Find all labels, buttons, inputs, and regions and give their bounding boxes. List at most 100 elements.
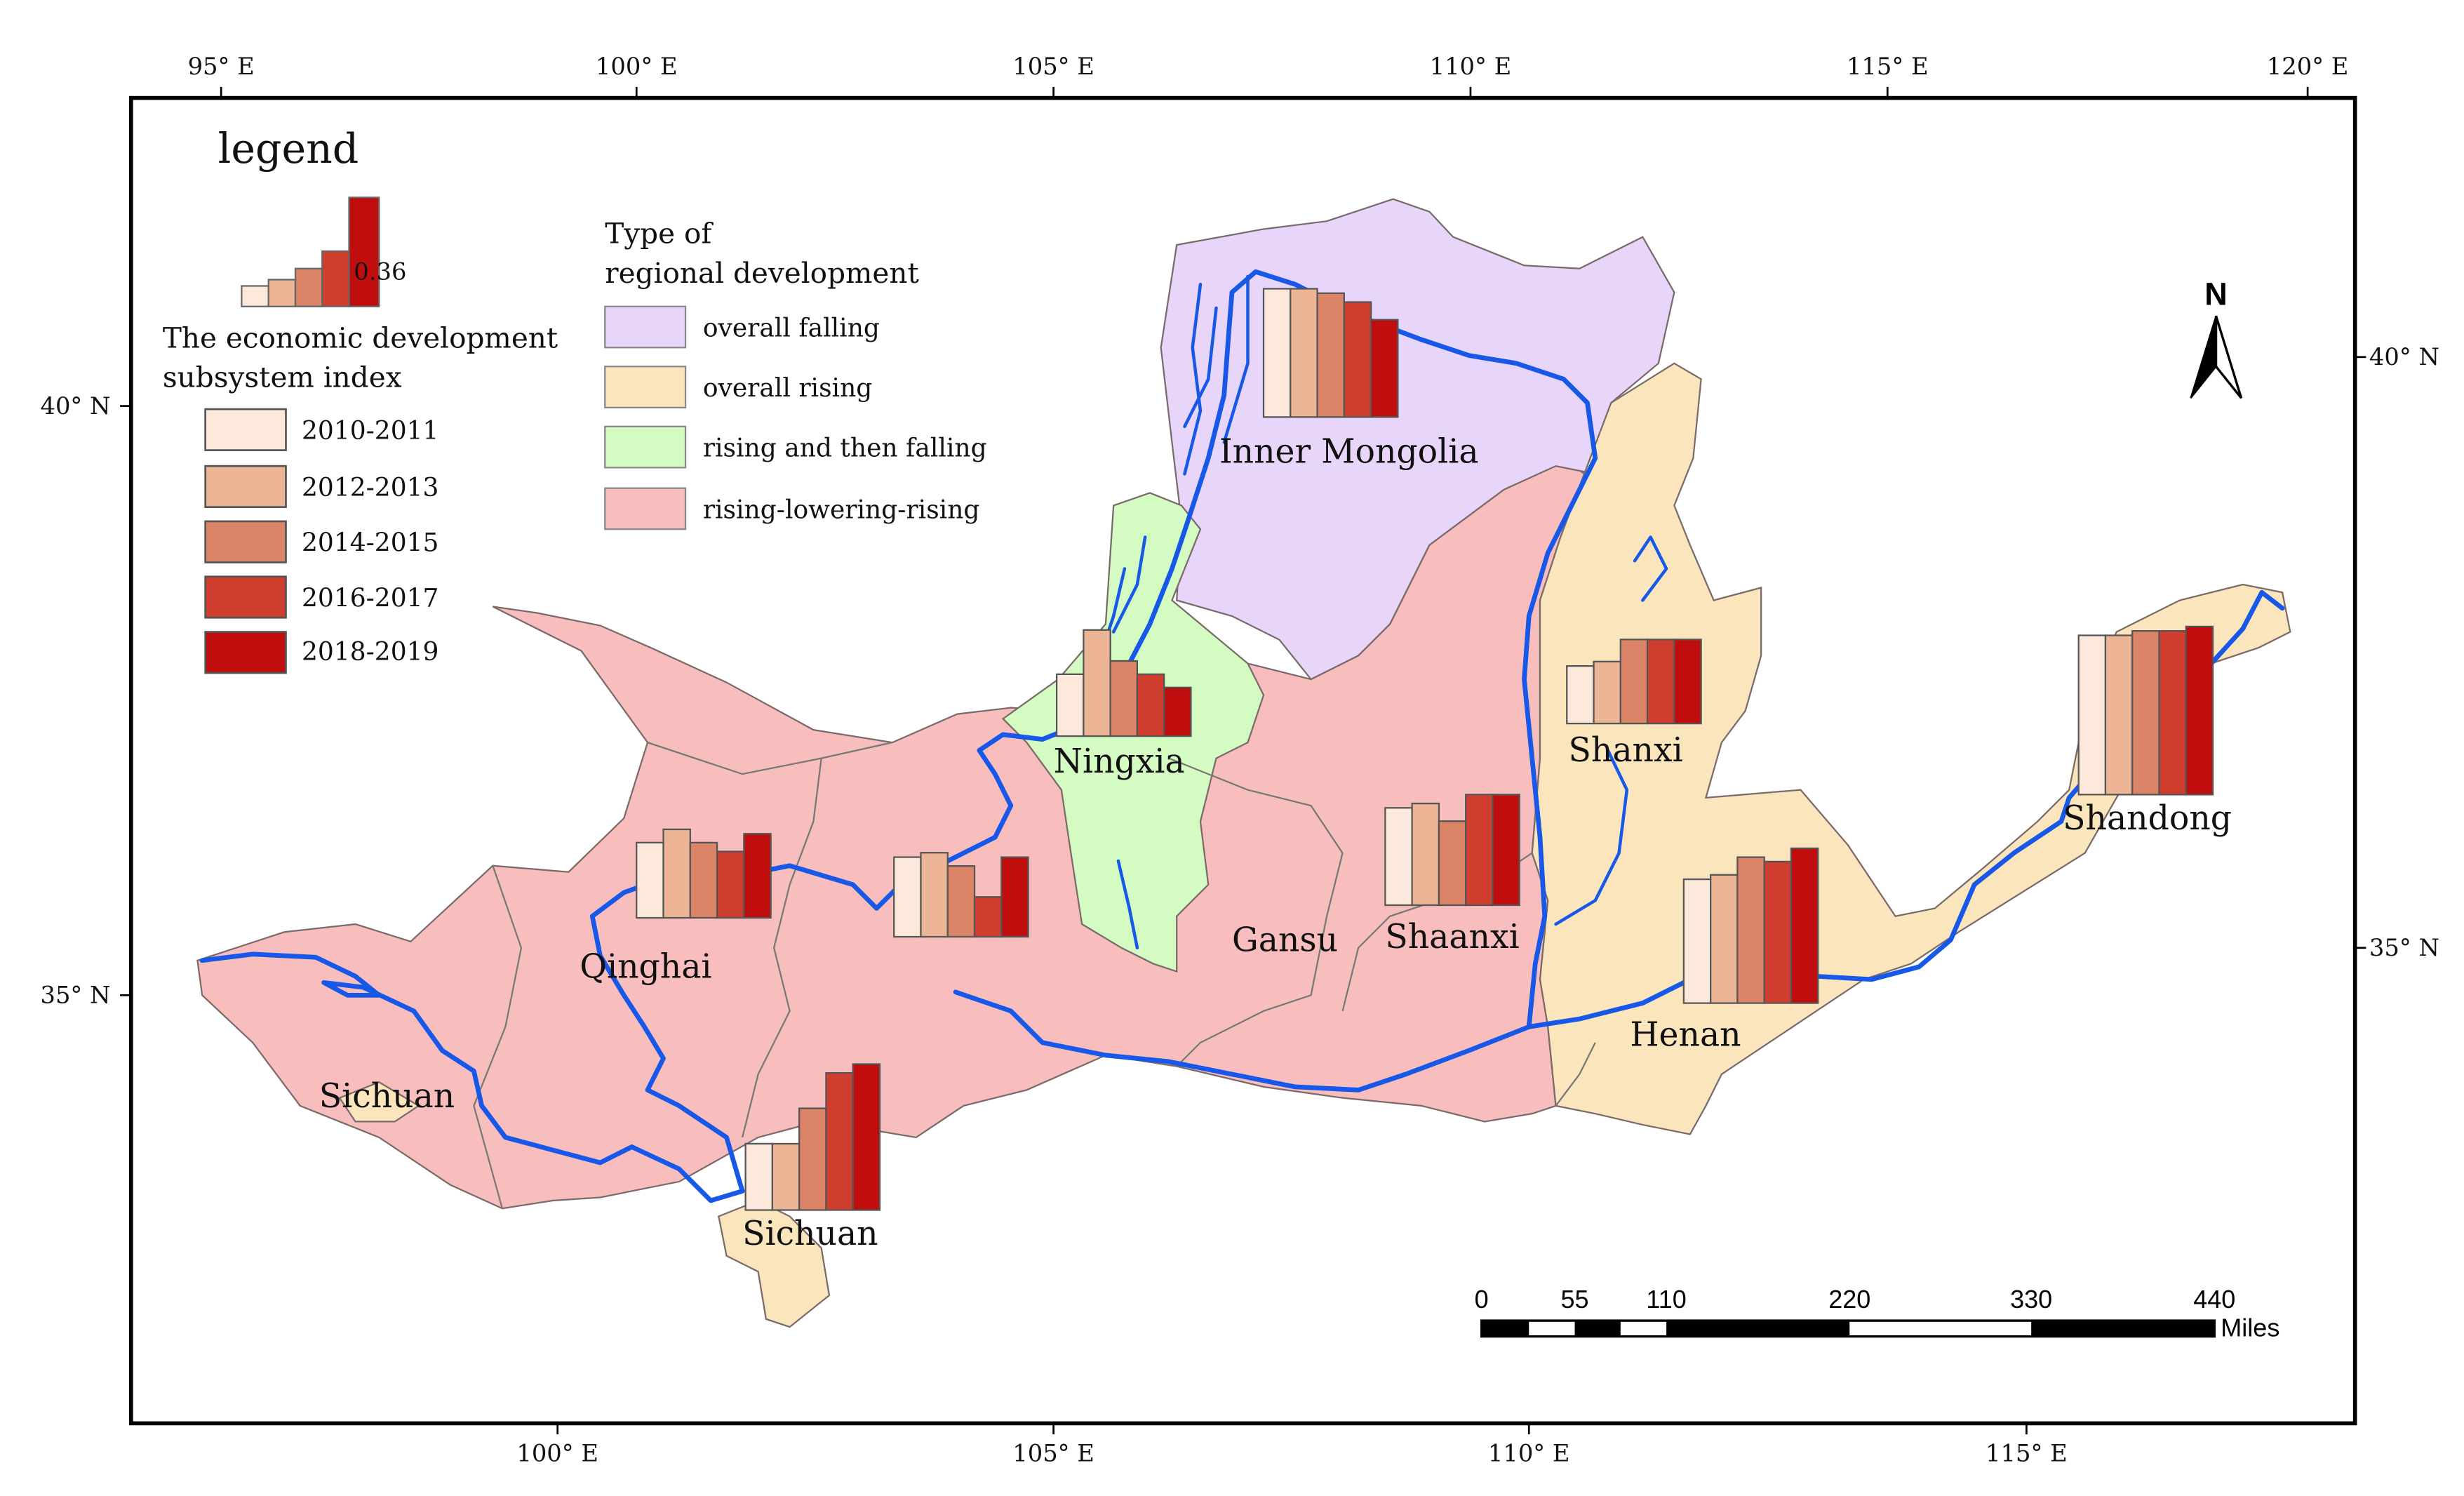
label-gansu: Gansu: [1232, 921, 1338, 959]
bar-2018-2019: [743, 833, 772, 919]
bar-2016-2017: [1646, 639, 1675, 725]
bar-2014-2015: [1736, 856, 1765, 1004]
coordinate-labels: 95° E 100° E 105° E 110° E 115° E 120° E…: [40, 53, 2439, 1467]
bar-2018-2019: [852, 1063, 881, 1211]
bar-2010-2011: [1566, 665, 1595, 725]
bottom-lon-label: 115° E: [1986, 1439, 2068, 1467]
bar-2014-2015: [689, 841, 718, 919]
bar-2018-2019: [1163, 686, 1192, 737]
scale-tick: 440: [2193, 1285, 2235, 1314]
bar-2010-2011: [1384, 807, 1413, 907]
bottom-lon-label: 110° E: [1488, 1439, 1570, 1467]
bar-2016-2017: [825, 1071, 854, 1211]
right-lat-label: 35° N: [2369, 934, 2439, 961]
bar-2016-2017: [973, 896, 1003, 938]
scale-unit: Miles: [2221, 1314, 2279, 1342]
bar-chart-shandong: [2077, 625, 2214, 796]
legend-period-label: 2016-2017: [302, 585, 438, 613]
bar-chart-henan: [1682, 847, 1819, 1004]
legend-index-title: The economic development: [163, 321, 558, 354]
legend-index-title: subsystem index: [163, 361, 402, 394]
bar-2010-2011: [636, 841, 664, 919]
label-sichuan-west: Sichuan: [319, 1077, 455, 1116]
bar-2018-2019: [1492, 794, 1520, 907]
type-swatch-overall-rising: [604, 366, 687, 408]
bar-2012-2013: [2104, 634, 2134, 796]
legend-swatch-2018-2019: [204, 631, 287, 674]
bar-2014-2015: [1619, 639, 1649, 725]
scale-tick: 0: [1475, 1285, 1489, 1314]
bar-chart-inner-mongolia: [1262, 288, 1399, 418]
top-lon-label: 95° E: [188, 53, 255, 80]
bar-2012-2013: [1411, 802, 1440, 907]
type-legend-label: rising-lowering-rising: [703, 495, 980, 524]
bar-2016-2017: [1763, 860, 1793, 1004]
type-legend-title: regional development: [605, 256, 919, 290]
north-arrow: N: [2190, 276, 2243, 399]
top-lon-label: 110° E: [1430, 53, 1512, 80]
right-lat-label: 40° N: [2369, 343, 2439, 370]
legend-period-label: 2018-2019: [302, 638, 438, 667]
bar-2014-2015: [1316, 292, 1345, 418]
bar-2010-2011: [744, 1142, 774, 1211]
left-lat-label: 40° N: [40, 392, 110, 420]
bar-2014-2015: [1109, 660, 1139, 737]
bar-2016-2017: [716, 850, 745, 919]
bottom-lon-label: 100° E: [516, 1439, 598, 1467]
bar-2012-2013: [1083, 629, 1111, 737]
bar-2012-2013: [771, 1142, 801, 1211]
legend-sample-chart: [241, 196, 380, 307]
top-lon-label: 100° E: [596, 53, 678, 80]
label-sichuan-south: Sichuan: [742, 1215, 878, 1253]
bar-chart-gansu: [893, 852, 1029, 938]
bar-chart-ningxia: [1055, 629, 1192, 737]
bar-2014-2015: [798, 1107, 827, 1211]
bar-2016-2017: [2158, 630, 2187, 796]
legend-swatch-2010-2011: [204, 408, 287, 451]
bar-2014-2015: [2131, 630, 2160, 796]
legend-sample-value: 0.36: [354, 258, 406, 285]
legend-swatch-2014-2015: [204, 520, 287, 563]
place-labels: Inner Mongolia Ningxia Shanxi Shaanxi He…: [319, 433, 2232, 1253]
bar-chart-shanxi: [1566, 639, 1702, 725]
bar-2012-2013: [1290, 288, 1318, 418]
bar-2018-2019: [1370, 319, 1399, 418]
label-shaanxi: Shaanxi: [1385, 918, 1519, 956]
bar-chart-qinghai: [636, 828, 772, 919]
type-legend-label: rising and then falling: [703, 434, 987, 463]
legend-swatch-2016-2017: [204, 575, 287, 619]
type-legend-label: overall falling: [703, 314, 880, 343]
scale-tick: 330: [2010, 1285, 2052, 1314]
bar-2018-2019: [1000, 856, 1029, 938]
graticule-ticks: [120, 86, 2366, 1435]
bar-2010-2011: [893, 856, 922, 938]
legend-swatch-2012-2013: [204, 465, 287, 509]
top-lon-label: 115° E: [1847, 53, 1929, 80]
bottom-lon-label: 105° E: [1012, 1439, 1094, 1467]
label-qinghai: Qinghai: [580, 948, 711, 987]
type-swatch-rising-then-falling: [604, 425, 687, 469]
legend-period-label: 2010-2011: [302, 417, 438, 446]
label-inner-mongolia: Inner Mongolia: [1219, 433, 1479, 472]
bar-2010-2011: [1055, 673, 1085, 737]
bar-2018-2019: [1790, 847, 1819, 1004]
bar-2014-2015: [946, 865, 976, 938]
bar-2010-2011: [1682, 878, 1712, 1004]
bar-2010-2011: [2077, 634, 2107, 796]
scale-bar: 0 55 110 220 330 440 Miles: [1475, 1285, 2280, 1342]
type-legend-title: Type of: [605, 217, 714, 251]
bar-2012-2013: [920, 852, 949, 938]
bar-chart-shaanxi: [1384, 794, 1520, 907]
legend-title: legend: [218, 125, 359, 173]
region-overall-rising-sichuan-west: [338, 1081, 420, 1123]
bar-2016-2017: [1465, 794, 1494, 907]
province-bar-charts: [636, 288, 2214, 1211]
bar-2014-2015: [1438, 820, 1467, 907]
bar-2018-2019: [2185, 625, 2214, 796]
bar-2016-2017: [1343, 301, 1372, 418]
scale-tick: 110: [1646, 1285, 1686, 1314]
scale-tick: 220: [1828, 1285, 1870, 1314]
bar-2012-2013: [1593, 660, 1621, 725]
bar-2012-2013: [1710, 874, 1739, 1004]
